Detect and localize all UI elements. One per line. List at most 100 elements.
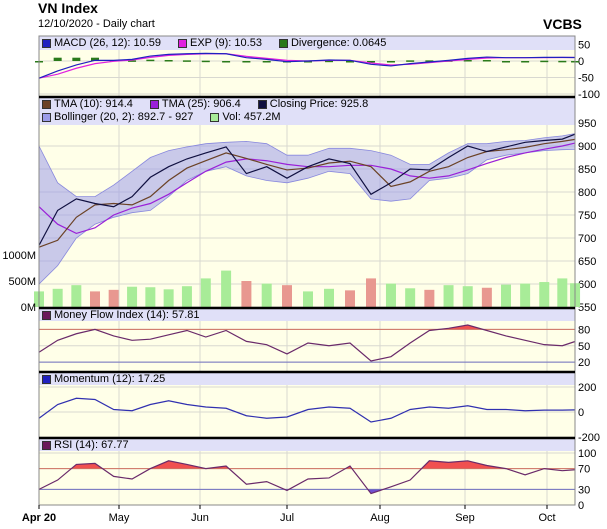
chart-subtitle: 12/10/2020 - Daily chart	[38, 18, 155, 30]
macd-y-tick-label: 0	[578, 56, 584, 68]
divergence-bar	[502, 61, 510, 63]
macd-legend: MACD (26, 12): 10.59 EXP (9): 10.53 Diverg…	[42, 37, 400, 49]
divergence-bar	[521, 61, 530, 63]
legend-swatch	[42, 374, 51, 384]
divergence-bar	[53, 57, 62, 61]
legend-label: RSI (14): 67.77	[54, 439, 129, 451]
x-tick-label: Sep	[455, 512, 475, 524]
legend-swatch	[42, 99, 51, 109]
momentum-legend: Momentum (12): 17.25	[42, 373, 179, 385]
volume-bar	[145, 287, 156, 307]
volume-bar	[520, 283, 531, 307]
x-tick-label: Apr 20	[22, 512, 56, 524]
legend-label: Divergence: 0.0645	[290, 37, 387, 49]
divergence-bar	[425, 60, 434, 62]
volume-tick-label: 1000M	[2, 250, 36, 262]
mfi-y-tick-label: 80	[578, 324, 590, 336]
volume-bar	[71, 285, 82, 307]
volume-bar	[324, 288, 334, 307]
rsi-y-tick-label: 0	[578, 500, 584, 512]
x-tick-label: May	[109, 512, 130, 524]
volume-bar	[52, 288, 63, 307]
mfi-overbought-area	[39, 325, 575, 330]
legend-label: TMA (25): 906.4	[161, 98, 241, 110]
macd-y-tick-label: 50	[578, 40, 590, 52]
legend-swatch	[42, 112, 51, 122]
legend-swatch	[210, 112, 220, 122]
legend-label: Money Flow Index (14): 57.81	[54, 309, 200, 321]
volume-bar	[221, 270, 232, 307]
price-y-tick-label: 650	[578, 256, 596, 268]
volume-bar	[181, 286, 192, 307]
legend-swatch	[42, 38, 51, 48]
divergence-bar	[146, 59, 155, 62]
mfi-legend-band	[39, 308, 575, 321]
price-y-tick-label: 800	[578, 187, 596, 199]
legend-swatch	[178, 38, 187, 48]
divergence-bar	[386, 61, 395, 63]
volume-tick-label: 0M	[21, 302, 36, 314]
volume-bar	[200, 278, 211, 307]
price-y-tick-label: 750	[578, 210, 596, 222]
legend-label: TMA (10): 914.4	[54, 98, 133, 110]
divergence-bar	[558, 60, 567, 63]
price-y-tick-label: 600	[578, 279, 596, 291]
rsi-legend-band	[39, 438, 575, 451]
legend-label: Closing Price: 925.8	[269, 98, 369, 110]
volume-bar	[385, 283, 396, 307]
mfi-y-tick-label: 50	[578, 341, 590, 353]
volume-tick-label: 500M	[8, 276, 36, 288]
price-y-tick-label: 950	[578, 118, 596, 130]
x-tick-label: Oct	[538, 512, 555, 524]
x-tick-label: Jun	[191, 512, 209, 524]
divergence-bar	[262, 61, 271, 63]
divergence-bar	[304, 61, 312, 63]
divergence-bar	[367, 61, 375, 63]
price_row2-legend: Bollinger (20, 2): 892.7 - 927 Vol: 457.2…	[42, 111, 295, 123]
price-y-tick-label: 900	[578, 141, 596, 153]
price_row1-legend: TMA (10): 914.4 TMA (25): 906.4 Closing Pr…	[42, 98, 382, 110]
price-legend-band	[39, 97, 575, 125]
legend-swatch	[42, 310, 51, 320]
momentum-y-tick-label: -200	[578, 432, 600, 444]
volume-bar	[462, 286, 473, 307]
macd-y-tick-label: -50	[578, 73, 594, 85]
volume-bar	[424, 289, 435, 307]
closing-price-line	[38, 133, 576, 246]
volume-bar	[405, 288, 416, 307]
volume-bar	[345, 290, 355, 307]
momentum-line	[38, 397, 576, 423]
volume-bar	[261, 283, 272, 307]
volume-bar	[163, 289, 174, 307]
price-y-tick-label: 850	[578, 164, 596, 176]
macd-legend-band	[39, 36, 575, 50]
rsi-y-tick-label: 70	[578, 464, 590, 476]
legend-swatch	[149, 99, 159, 109]
divergence-bar	[463, 60, 472, 62]
volume-bar	[501, 284, 511, 307]
divergence-bar	[91, 57, 99, 61]
mfi-y-tick-label: 20	[578, 357, 590, 369]
rsi-legend: RSI (14): 67.77	[42, 439, 143, 451]
rsi-y-tick-label: 30	[578, 484, 590, 496]
volume-bar	[539, 282, 550, 307]
rsi-overbought-area	[71, 460, 506, 469]
volume-bar	[241, 281, 252, 307]
x-tick-label: Aug	[370, 512, 390, 524]
divergence-bar	[406, 60, 415, 62]
divergence-bar	[540, 60, 549, 63]
divergence-bar	[222, 61, 231, 63]
legend-label: Bollinger (20, 2): 892.7 - 927	[54, 111, 194, 123]
momentum-y-tick-label: 200	[578, 382, 596, 394]
divergence-bar	[128, 60, 137, 62]
divergence-bar	[242, 61, 251, 63]
legend-label: EXP (9): 10.53	[190, 37, 262, 49]
x-tick-label: Jul	[280, 512, 294, 524]
brand-label: VCBS	[543, 16, 582, 32]
volume-bar	[127, 286, 138, 307]
price-y-tick-label: 700	[578, 233, 596, 245]
rsi-line	[38, 460, 576, 495]
rsi-y-tick-label: 100	[578, 448, 596, 460]
